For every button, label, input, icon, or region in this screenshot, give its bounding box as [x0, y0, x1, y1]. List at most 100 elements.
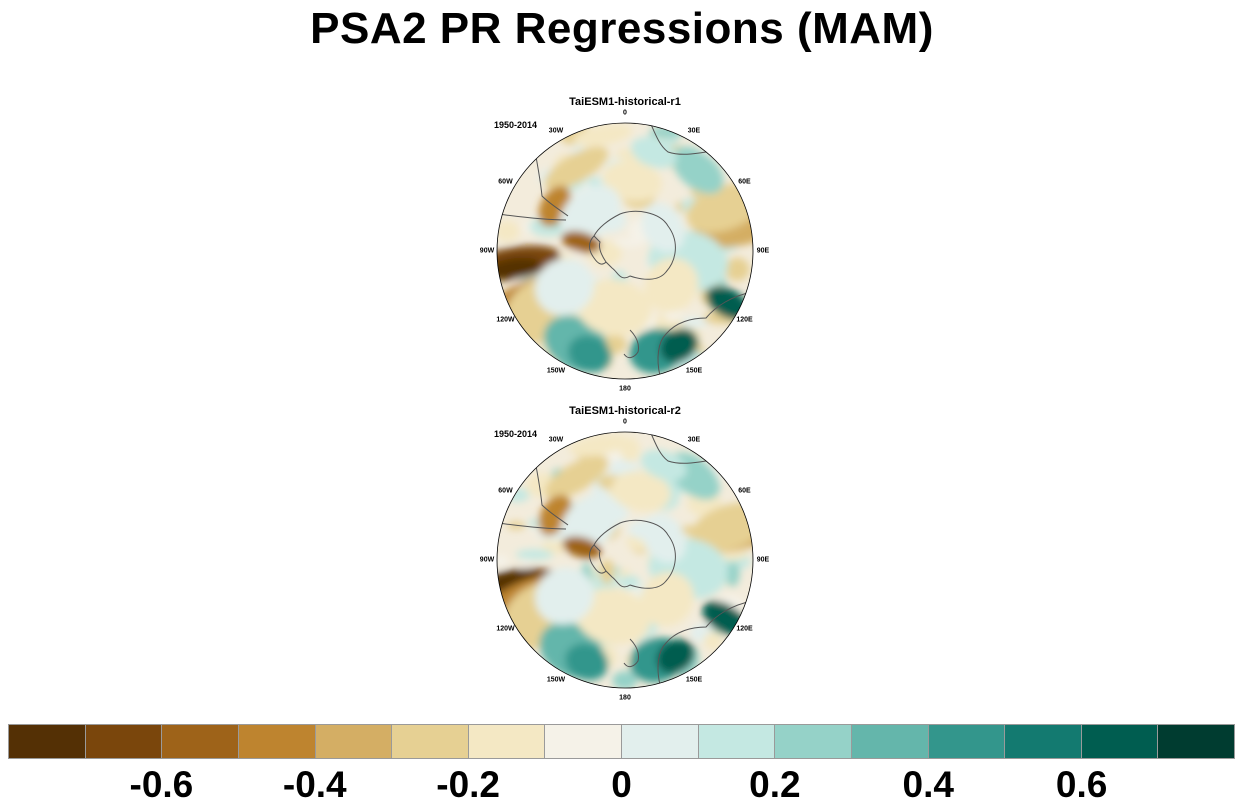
longitude-label: 120E [736, 316, 753, 324]
colorbar-swatch [1158, 725, 1234, 758]
field-patch [630, 137, 677, 169]
field-patch [559, 185, 621, 243]
field-patch [565, 643, 609, 681]
field-patch [612, 671, 638, 688]
longitude-label: 60W [498, 178, 513, 186]
map-border [496, 122, 754, 380]
longitude-label: 30W [548, 436, 564, 444]
australia-coastline [657, 291, 753, 377]
australia-coastline [657, 600, 753, 686]
new-zealand-coastline [623, 329, 639, 359]
longitude-label: 90E [756, 556, 770, 564]
longitude-label: 150E [685, 367, 703, 374]
longitude-label: 150W [546, 367, 566, 374]
field-patch [544, 146, 608, 191]
longitude-label: 120E [736, 625, 753, 633]
field-patch [618, 575, 640, 590]
colorbar-tick-label: 0.6 [1055, 764, 1108, 805]
new-zealand-coastline [623, 638, 639, 668]
longitude-label: 90W [479, 247, 495, 255]
colorbar-swatch [928, 725, 1006, 758]
colorbar-tick-label: -0.2 [436, 764, 501, 805]
colorbar [8, 724, 1235, 759]
field-patch [544, 455, 609, 499]
colorbar-swatch [468, 725, 546, 758]
longitude-label: 90W [479, 556, 495, 564]
longitude-label: 150W [546, 676, 566, 683]
colorbar-swatch [162, 725, 239, 758]
polar-map [496, 122, 754, 380]
field-patch [573, 124, 633, 147]
colorbar-tick-label: 0 [611, 764, 632, 805]
colorbar-swatch [775, 725, 852, 758]
field-patch [644, 257, 699, 313]
peninsula-coastline [589, 235, 607, 265]
longitude-label: 0 [623, 418, 627, 426]
field-patch [515, 549, 554, 560]
field-patch [703, 631, 723, 651]
longitude-label: 60E [738, 487, 751, 495]
colorbar-swatch [1081, 725, 1159, 758]
field-patch [677, 317, 710, 328]
south-america-coastline [497, 213, 567, 221]
polar-map [496, 431, 754, 689]
field-patch [641, 203, 685, 253]
colorbar-swatch [698, 725, 776, 758]
field-patch [725, 257, 750, 282]
field-patch [497, 257, 541, 280]
longitude-label: 180 [619, 385, 631, 393]
field-patch [656, 639, 695, 674]
colorbar-swatch [85, 725, 163, 758]
field-patch [534, 567, 595, 625]
field-patch [560, 493, 621, 551]
longitude-label: 60W [498, 487, 513, 495]
field-patch [725, 560, 740, 587]
africa-coastline [649, 432, 707, 464]
figure-title: PSA2 PR Regressions (MAM) [310, 4, 934, 53]
colorbar-swatch [9, 725, 86, 758]
field-patch [576, 279, 652, 336]
colorbar-swatch [622, 725, 699, 758]
map-panel-r2: TaiESM1-historical-r2 1950-2014 0 30E 60E 9… [470, 405, 780, 702]
field-patch [534, 258, 595, 316]
longitude-label: 90E [756, 247, 770, 255]
field-patch [611, 471, 671, 512]
longitude-label: 120W [496, 316, 515, 324]
field-patch [672, 146, 724, 194]
colorbar-tick-label: 0.4 [902, 764, 954, 805]
longitude-label: 30E [687, 127, 701, 135]
antarctica-coastline [593, 519, 676, 589]
field-patch [562, 536, 602, 559]
panel-title: TaiESM1-historical-r1 [569, 96, 681, 108]
colorbar-tick-label: 0.2 [749, 764, 801, 805]
antarctica-coastline [593, 210, 676, 280]
field-patch [640, 572, 694, 627]
field-patch [640, 449, 687, 481]
longitude-label: 60E [738, 178, 751, 186]
panel-years: 1950-2014 [494, 120, 538, 130]
longitude-label: 30W [548, 127, 564, 135]
peninsula-coastline [589, 544, 607, 574]
field-patch [575, 588, 651, 645]
panel-years: 1950-2014 [494, 429, 538, 439]
longitude-label: 0 [623, 109, 627, 117]
colorbar-swatch [851, 725, 929, 758]
colorbar-swatch [1005, 725, 1082, 758]
map-border [496, 431, 754, 689]
field-patch [497, 220, 520, 242]
longitude-label: 180 [619, 694, 631, 702]
field-patch [602, 160, 663, 202]
field-patch [659, 328, 699, 363]
panel-title: TaiESM1-historical-r2 [569, 405, 681, 417]
longitude-label: 120W [496, 625, 515, 633]
field-patch [569, 434, 629, 457]
colorbar-tick-label: -0.6 [129, 764, 194, 805]
colorbar-swatch [392, 725, 469, 758]
south-america-coastline [497, 522, 567, 530]
field-patch [561, 231, 601, 253]
map-panel-r1: TaiESM1-historical-r1 1950-2014 0 30E 60E 9… [470, 96, 780, 393]
longitude-label: 150E [685, 676, 703, 683]
africa-coastline [649, 123, 707, 155]
colorbar-tick-label: -0.4 [282, 764, 347, 805]
colorbar-swatch [315, 725, 393, 758]
